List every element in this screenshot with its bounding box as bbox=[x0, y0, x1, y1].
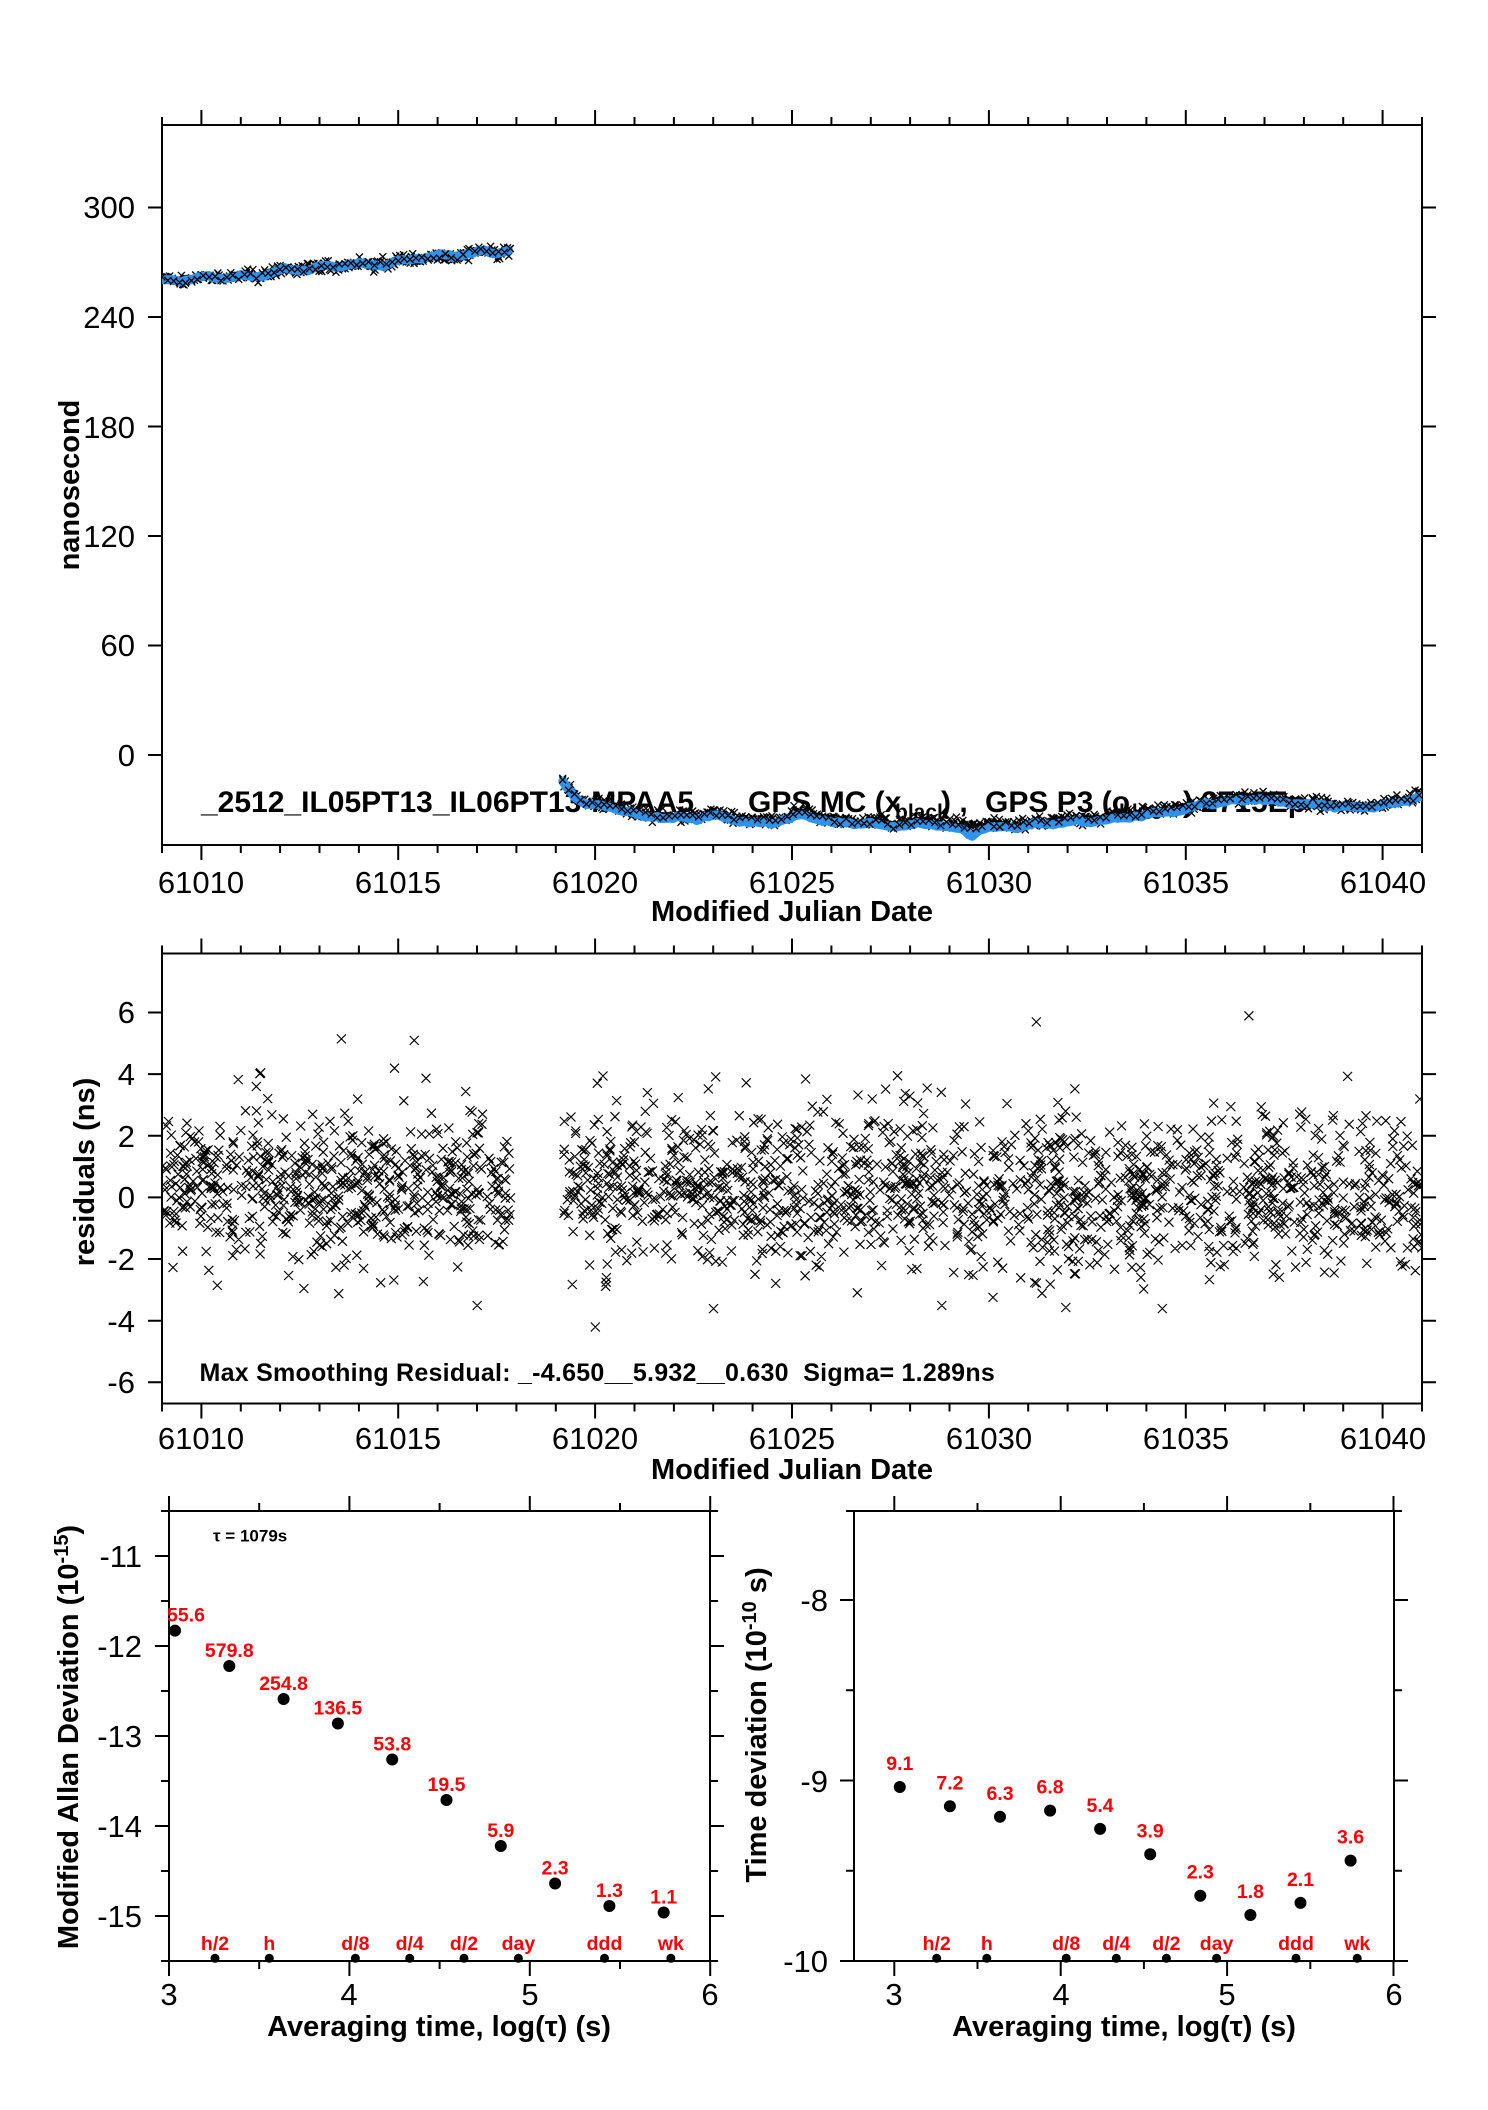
svg-text:d/8: d/8 bbox=[341, 1933, 369, 1955]
svg-text:579.8: 579.8 bbox=[205, 1640, 254, 1662]
svg-text:61015: 61015 bbox=[355, 865, 441, 900]
svg-text:7.2: 7.2 bbox=[936, 1772, 963, 1794]
svg-text:Modified Julian Date: Modified Julian Date bbox=[651, 896, 933, 928]
svg-text:-12: -12 bbox=[97, 1629, 142, 1664]
svg-text:4: 4 bbox=[118, 1057, 135, 1092]
svg-text:wk: wk bbox=[657, 1933, 684, 1955]
svg-text:2.3: 2.3 bbox=[1187, 1862, 1214, 1884]
svg-text:61040: 61040 bbox=[1340, 865, 1426, 900]
svg-text:-10: -10 bbox=[783, 1944, 828, 1979]
svg-text:61040: 61040 bbox=[1340, 1421, 1426, 1456]
svg-text:d/2: d/2 bbox=[450, 1933, 478, 1955]
svg-text:h/2: h/2 bbox=[201, 1933, 229, 1955]
svg-text:nanosecond: nanosecond bbox=[54, 400, 86, 571]
svg-text:1.8: 1.8 bbox=[1237, 1881, 1264, 1903]
svg-text:61025: 61025 bbox=[749, 865, 835, 900]
svg-text:6: 6 bbox=[701, 1977, 718, 2012]
svg-text:1.3: 1.3 bbox=[596, 1880, 623, 1902]
svg-text:h: h bbox=[981, 1933, 993, 1955]
svg-text:254.8: 254.8 bbox=[259, 1673, 308, 1695]
svg-text:h: h bbox=[263, 1933, 275, 1955]
svg-text:d/2: d/2 bbox=[1152, 1933, 1180, 1955]
svg-text:day: day bbox=[1200, 1933, 1234, 1955]
svg-text:d/8: d/8 bbox=[1052, 1933, 1080, 1955]
svg-text:ddd: ddd bbox=[1278, 1933, 1314, 1955]
svg-text:2.1: 2.1 bbox=[1287, 1869, 1314, 1891]
svg-text:5: 5 bbox=[521, 1977, 538, 2012]
svg-text:Modified Julian Date: Modified Julian Date bbox=[651, 1454, 933, 1486]
svg-text:τ = 1079s: τ = 1079s bbox=[213, 1527, 287, 1546]
svg-text:55.6: 55.6 bbox=[167, 1605, 205, 1627]
svg-text:300: 300 bbox=[83, 190, 135, 225]
svg-text:Averaging time, log(τ) (s): Averaging time, log(τ) (s) bbox=[952, 2011, 1296, 2043]
svg-text:-9: -9 bbox=[800, 1764, 828, 1799]
svg-text:0: 0 bbox=[118, 1180, 135, 1215]
svg-text:Max Smoothing Residual: _-4.65: Max Smoothing Residual: _-4.650__5.932__… bbox=[200, 1359, 996, 1387]
svg-text:-8: -8 bbox=[800, 1583, 828, 1618]
svg-text:61010: 61010 bbox=[158, 1421, 244, 1456]
svg-text:ddd: ddd bbox=[587, 1933, 623, 1955]
svg-text:61020: 61020 bbox=[552, 1421, 638, 1456]
svg-text:61010: 61010 bbox=[158, 865, 244, 900]
svg-text:-2: -2 bbox=[107, 1242, 135, 1277]
svg-text:5.9: 5.9 bbox=[487, 1820, 514, 1842]
svg-text:61035: 61035 bbox=[1143, 1421, 1229, 1456]
svg-text:wk: wk bbox=[1343, 1933, 1370, 1955]
svg-text:2.3: 2.3 bbox=[542, 1858, 569, 1880]
svg-text:day: day bbox=[502, 1933, 536, 1955]
svg-text:0: 0 bbox=[118, 738, 135, 773]
svg-text:Averaging time, log(τ) (s): Averaging time, log(τ) (s) bbox=[267, 2011, 611, 2043]
svg-text:Modified Allan Deviation (10-1: Modified Allan Deviation (10-15) bbox=[51, 1525, 85, 1949]
svg-text:240: 240 bbox=[83, 300, 135, 335]
svg-text:-11: -11 bbox=[99, 1539, 142, 1574]
svg-text:61015: 61015 bbox=[355, 1421, 441, 1456]
svg-text:-15: -15 bbox=[97, 1899, 142, 1934]
svg-text:60: 60 bbox=[101, 628, 135, 663]
svg-text:residuals (ns): residuals (ns) bbox=[69, 1078, 101, 1267]
svg-text:61020: 61020 bbox=[552, 865, 638, 900]
svg-text:3.9: 3.9 bbox=[1137, 1820, 1164, 1842]
svg-text:5: 5 bbox=[1218, 1977, 1235, 2012]
svg-text:-4: -4 bbox=[107, 1304, 135, 1339]
svg-text:180: 180 bbox=[83, 410, 135, 445]
svg-text:5.4: 5.4 bbox=[1087, 1795, 1114, 1817]
svg-text:3: 3 bbox=[885, 1977, 902, 2012]
svg-text:1.1: 1.1 bbox=[650, 1887, 677, 1909]
svg-text:6: 6 bbox=[118, 995, 135, 1030]
svg-text:6.8: 6.8 bbox=[1037, 1777, 1064, 1799]
svg-text:h/2: h/2 bbox=[923, 1933, 951, 1955]
svg-text:-14: -14 bbox=[97, 1809, 142, 1844]
svg-text:3.6: 3.6 bbox=[1337, 1827, 1364, 1849]
svg-text:19.5: 19.5 bbox=[428, 1774, 466, 1796]
svg-text:2: 2 bbox=[118, 1119, 135, 1154]
svg-text:3: 3 bbox=[160, 1977, 177, 2012]
svg-text:61025: 61025 bbox=[749, 1421, 835, 1456]
svg-text:120: 120 bbox=[83, 519, 135, 554]
svg-text:6: 6 bbox=[1385, 1977, 1402, 2012]
svg-text:6.3: 6.3 bbox=[986, 1783, 1013, 1805]
svg-text:61030: 61030 bbox=[946, 865, 1032, 900]
svg-text:4: 4 bbox=[340, 1977, 357, 2012]
svg-text:61035: 61035 bbox=[1143, 865, 1229, 900]
svg-text:61030: 61030 bbox=[946, 1421, 1032, 1456]
svg-text:-6: -6 bbox=[107, 1365, 135, 1400]
svg-text:136.5: 136.5 bbox=[313, 1698, 362, 1720]
svg-text:9.1: 9.1 bbox=[886, 1753, 913, 1775]
svg-text:53.8: 53.8 bbox=[373, 1734, 411, 1756]
svg-text:d/4: d/4 bbox=[1102, 1933, 1130, 1955]
svg-text:d/4: d/4 bbox=[396, 1933, 424, 1955]
svg-text:4: 4 bbox=[1052, 1977, 1069, 2012]
svg-text:-13: -13 bbox=[97, 1719, 142, 1754]
